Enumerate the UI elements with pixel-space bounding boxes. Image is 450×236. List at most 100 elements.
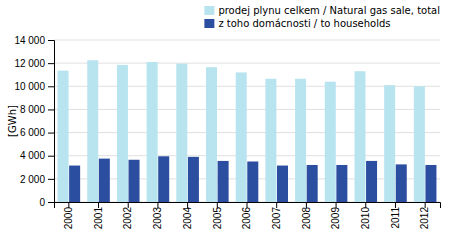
- y-tick-label: 4 000: [20, 150, 45, 161]
- bar: [425, 165, 436, 202]
- bar: [307, 165, 318, 202]
- bar: [206, 67, 217, 202]
- x-tick: 2002: [122, 202, 133, 229]
- legend-swatch: [204, 6, 214, 15]
- x-tick: 2005: [212, 202, 223, 229]
- x-tick: 2006: [241, 202, 252, 229]
- x-tick-label: 2003: [152, 207, 163, 230]
- bar: [247, 162, 258, 203]
- grid-line: [54, 40, 440, 41]
- x-tick-label: 2007: [271, 207, 282, 230]
- y-tick-label: 14 000: [14, 35, 45, 46]
- bars: [58, 60, 437, 202]
- x-tick: 2010: [360, 202, 371, 229]
- legend-item: z toho domácnosti / to households: [204, 18, 390, 29]
- bar: [188, 157, 199, 202]
- legend: prodej plynu celkem / Natural gas sale, …: [204, 5, 440, 29]
- x-tick-label: 2012: [419, 207, 430, 230]
- grid-line: [54, 155, 440, 156]
- bar: [236, 72, 247, 202]
- x-tick-label: 2008: [301, 207, 312, 230]
- x-tick: 2009: [330, 202, 341, 229]
- x-tick-label: 2006: [241, 207, 252, 230]
- y-tick: 14 000: [14, 35, 54, 46]
- grid-line: [54, 63, 440, 64]
- y-tick-mark: [48, 86, 54, 87]
- y-tick-mark: [48, 133, 54, 134]
- grid-line: [54, 132, 440, 133]
- bar: [176, 64, 187, 202]
- bar: [414, 86, 425, 202]
- bar: [147, 62, 158, 202]
- x-tick: 2008: [301, 202, 312, 229]
- legend-label: z toho domácnosti / to households: [218, 18, 390, 29]
- legend-swatch: [204, 19, 214, 28]
- grid: [54, 40, 440, 202]
- y-tick-label: 12 000: [14, 58, 45, 69]
- x-tick: 2012: [419, 202, 430, 229]
- y-tick: 2 000: [20, 174, 54, 185]
- x-tick-label: 2001: [93, 207, 104, 230]
- bar: [295, 79, 306, 202]
- x-tick-label: 2010: [360, 207, 371, 230]
- x-tick-label: 2000: [63, 207, 74, 230]
- bar: [58, 71, 69, 202]
- x-tick-label: 2002: [122, 207, 133, 230]
- bar-series: [58, 60, 425, 202]
- x-tick-label: 2011: [390, 207, 401, 229]
- y-tick-mark: [48, 202, 54, 203]
- x-axis: 2000 2001 2002 2003 2004 2005 2006 2007 2008 2009…: [55, 202, 441, 229]
- plot: 0 2 000 4 000 6 000 8 000 10 000 12 000 14 000 2…: [14, 35, 440, 230]
- bar: [366, 161, 377, 202]
- y-tick-label: 8 000: [20, 104, 45, 115]
- x-tick: 2003: [152, 202, 163, 229]
- legend-label: prodej plynu celkem / Natural gas sale, …: [218, 5, 440, 16]
- bar: [99, 159, 110, 202]
- grid-line: [54, 86, 440, 87]
- grid-line: [54, 109, 440, 110]
- bar: [325, 82, 336, 202]
- bar: [336, 165, 347, 202]
- x-tick: 2004: [182, 202, 193, 229]
- y-tick: 0: [39, 197, 54, 208]
- x-tick: 2011: [390, 202, 401, 229]
- bar: [117, 65, 128, 202]
- x-tick: 2000: [63, 202, 74, 229]
- y-tick-label: 10 000: [14, 81, 45, 92]
- y-tick: 10 000: [14, 81, 54, 92]
- y-tick: 6 000: [20, 127, 54, 138]
- bar: [158, 156, 169, 202]
- x-tick-label: 2009: [330, 207, 341, 230]
- y-tick-label: 2 000: [20, 174, 45, 185]
- bar: [218, 161, 229, 202]
- bar: [384, 85, 395, 202]
- bar: [69, 166, 80, 202]
- x-tick: 2001: [93, 202, 104, 229]
- bar: [265, 79, 276, 202]
- y-axis: 0 2 000 4 000 6 000 8 000 10 000 12 000 14 000: [14, 35, 54, 208]
- legend-item: prodej plynu celkem / Natural gas sale, …: [204, 5, 440, 16]
- x-tick-label: 2005: [212, 207, 223, 230]
- y-tick: 8 000: [20, 104, 54, 115]
- y-axis-title: [GWh]: [7, 105, 18, 137]
- x-tick: 2007: [271, 202, 282, 229]
- x-tick-label: 2004: [182, 207, 193, 230]
- bar-series: [69, 156, 436, 202]
- y-axis-line: [48, 41, 55, 203]
- bar: [87, 60, 98, 202]
- bar: [129, 160, 140, 202]
- bar: [277, 166, 288, 202]
- y-tick-mark: [48, 156, 54, 157]
- y-tick: 12 000: [14, 58, 54, 69]
- y-tick-label: 0: [39, 197, 45, 208]
- y-tick-mark: [48, 40, 54, 41]
- y-tick: 4 000: [20, 150, 54, 161]
- grid-line: [54, 178, 440, 179]
- y-tick-mark: [48, 179, 54, 180]
- y-tick-mark: [48, 63, 54, 64]
- y-tick-label: 6 000: [20, 127, 45, 138]
- y-tick-mark: [48, 109, 54, 110]
- bar: [396, 164, 407, 202]
- bar: [354, 71, 365, 202]
- chart: 0 2 000 4 000 6 000 8 000 10 000 12 000 14 000 2…: [0, 0, 450, 236]
